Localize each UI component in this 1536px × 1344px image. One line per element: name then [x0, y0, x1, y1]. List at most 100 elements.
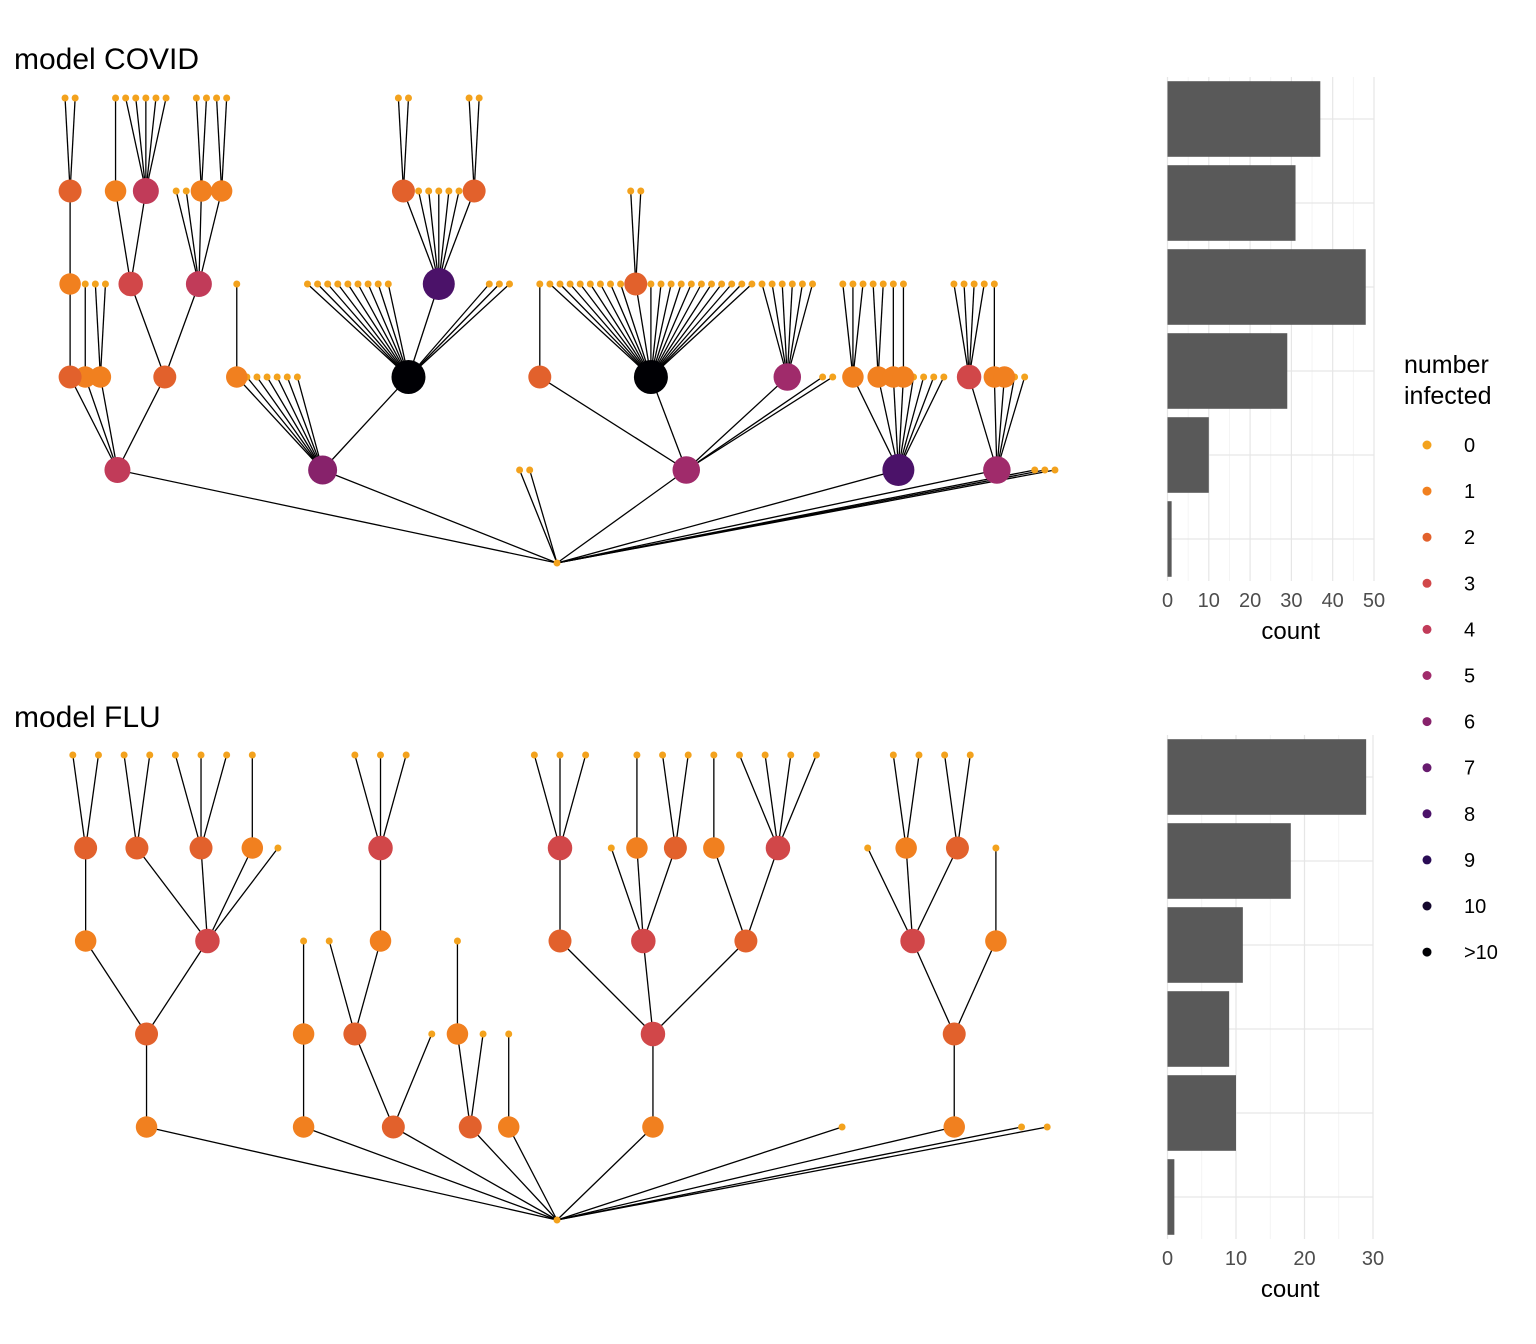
flu-tree-edge — [206, 847, 279, 942]
flu-tree-edge — [206, 847, 253, 942]
covid-tree-node — [293, 373, 301, 381]
flu-tree-node — [889, 751, 897, 759]
flu-tree-node — [120, 751, 128, 759]
covid-tree-edge — [402, 97, 410, 192]
covid-tree-node — [1041, 466, 1049, 474]
covid-tree-edge — [69, 97, 76, 192]
flu-tree-edge — [456, 1033, 471, 1128]
flu-tree-node — [292, 1023, 315, 1045]
covid-tree-node — [462, 179, 486, 203]
covid-tree-edge — [579, 283, 652, 378]
flu-histogram-bar — [1167, 1159, 1175, 1235]
covid-tree-node — [1031, 466, 1039, 474]
flu-tree-node — [530, 751, 538, 759]
legend-key — [1422, 440, 1432, 450]
covid-tree-node — [528, 365, 552, 389]
covid-tree-node — [553, 559, 561, 567]
flu-tree-node — [553, 1216, 561, 1224]
covid-tree-edge — [99, 376, 119, 471]
covid-tree-edge — [220, 97, 228, 192]
covid-tree-edge — [589, 283, 652, 378]
covid-tree-node — [983, 456, 1011, 484]
covid-tree-node — [728, 280, 736, 288]
flu-tree-node — [241, 837, 264, 859]
flu-tree-edge — [328, 940, 356, 1035]
covid-tree-node — [758, 280, 766, 288]
flu-tree-node — [94, 751, 102, 759]
covid-tree-edge — [993, 376, 998, 471]
flu-tree-node — [765, 835, 791, 861]
covid-tree-node — [647, 280, 655, 288]
flu-tree-node — [941, 751, 949, 759]
flu-tree-edge — [556, 1126, 1048, 1221]
covid-tree-node — [475, 94, 483, 102]
legend-title: number — [1404, 351, 1489, 379]
covid-tree-edge — [397, 97, 405, 192]
covid-tree-node — [132, 178, 159, 204]
covid-tree-edge — [266, 376, 324, 471]
covid-tree-node — [81, 280, 89, 288]
covid-tree-node — [314, 280, 322, 288]
flu-tree-edge — [652, 940, 747, 1035]
flu-histogram-tick-label: 20 — [1293, 1248, 1315, 1270]
covid-tree-node — [627, 187, 635, 195]
flu-tree-node — [943, 1116, 965, 1138]
covid-tree-edge — [256, 376, 324, 471]
flu-tree-node — [479, 1030, 487, 1038]
flu-tree-edge — [174, 754, 202, 849]
flu-tree-node — [505, 1030, 513, 1038]
covid-tree-edges — [64, 97, 1056, 564]
covid-tree-node — [677, 280, 685, 288]
covid-tree-node — [445, 187, 453, 195]
covid-tree-edge — [195, 97, 203, 192]
flu-tree-node — [942, 1022, 966, 1046]
flu-tree-node — [300, 937, 308, 945]
flu-tree-node — [703, 837, 725, 859]
flu-tree-node — [368, 835, 393, 861]
covid-tree-node — [505, 280, 513, 288]
legend-key — [1422, 901, 1432, 911]
flu-tree-node — [223, 751, 231, 759]
covid-tree-node — [192, 94, 200, 102]
covid-tree-edge — [996, 376, 1006, 471]
flu-tree-edge — [745, 847, 779, 942]
covid-tree-edge — [246, 376, 324, 471]
legend-label: 5 — [1464, 666, 1475, 688]
flu-tree-edge — [354, 1033, 394, 1128]
covid-tree-edge — [852, 376, 899, 471]
flu-tree-edge — [642, 940, 654, 1035]
covid-tree-nodes — [58, 94, 1059, 567]
flu-tree-node — [74, 930, 97, 952]
flu-tree-panel: model FLU — [14, 701, 1051, 1224]
flu-histogram-bar — [1167, 991, 1230, 1067]
covid-tree-edge — [996, 376, 1026, 471]
covid-tree-node — [617, 280, 625, 288]
covid-tree-node — [153, 365, 177, 389]
flu-tree-edge — [892, 754, 907, 849]
covid-tree-edge — [307, 283, 409, 378]
covid-tree-edge — [145, 97, 167, 192]
flu-tree-node — [146, 751, 154, 759]
flu-tree-node — [684, 751, 692, 759]
covid-tree-edge — [996, 376, 1016, 471]
flu-tree-edge — [764, 754, 779, 849]
covid-tree-node — [956, 364, 982, 390]
flu-histogram: 0 10 20 30 count — [1162, 735, 1384, 1303]
covid-tree-node — [89, 366, 112, 388]
flu-histogram-tick-label: 0 — [1162, 1248, 1173, 1270]
flu-tree-node — [915, 751, 923, 759]
covid-tree-node — [58, 365, 82, 389]
covid-tree-edge — [650, 283, 702, 378]
covid-tree-node — [576, 280, 584, 288]
covid-tree-node — [718, 280, 726, 288]
covid-tree-node — [687, 280, 695, 288]
flu-tree-edge — [556, 1126, 654, 1221]
covid-tree-node — [354, 280, 362, 288]
covid-tree-node — [455, 187, 463, 195]
covid-tree-node — [970, 280, 978, 288]
covid-tree-node — [708, 280, 716, 288]
covid-tree-node — [435, 187, 443, 195]
covid-tree-edge — [468, 97, 475, 192]
covid-tree-edge — [549, 283, 652, 378]
covid-tree-node — [118, 271, 143, 297]
